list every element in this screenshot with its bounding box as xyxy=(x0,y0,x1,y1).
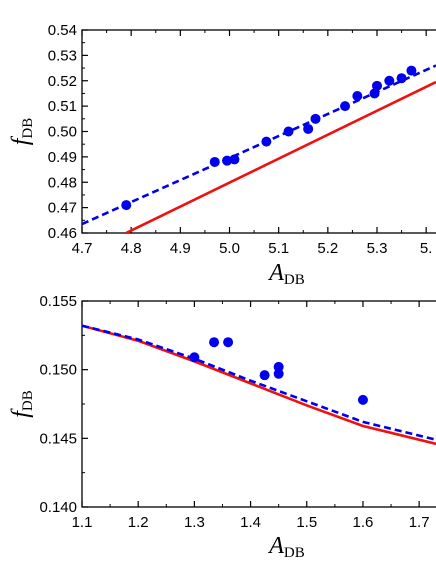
y-tick-label: 0.46 xyxy=(48,225,77,242)
y-tick-label: 0.140 xyxy=(39,499,77,516)
y-tick-label: 0.54 xyxy=(48,22,77,39)
y-tick-label: 0.49 xyxy=(48,149,77,166)
data-point xyxy=(357,394,368,405)
data-point xyxy=(283,126,294,137)
y-tick-label: 0.51 xyxy=(48,98,77,115)
chart-panel-2: 1.1 1.2 1.3 1.4 1.5 1.6 1.7 0.140 0.145 0.150 0.15… xyxy=(8,293,436,561)
solid-fit-line xyxy=(125,80,436,233)
y-tick-label: 0.53 xyxy=(48,47,77,64)
data-point xyxy=(369,88,380,99)
data-point xyxy=(372,80,382,91)
data-point xyxy=(121,200,132,211)
data-point xyxy=(261,136,272,147)
data-point xyxy=(303,123,314,134)
data-point xyxy=(223,337,234,348)
data-point xyxy=(340,101,351,112)
y-tick-label: 0.145 xyxy=(39,430,77,447)
data-point xyxy=(352,90,363,101)
data-point xyxy=(273,361,284,372)
plot-frame xyxy=(81,29,436,234)
data-point xyxy=(189,352,200,363)
x-tick-label: 1.2 xyxy=(128,514,149,531)
x-tick-label: 1.1 xyxy=(72,514,93,531)
data-point xyxy=(310,113,321,124)
dashed-fit-line xyxy=(82,64,436,226)
x-axis-label: ADB xyxy=(267,260,305,288)
plot-frame xyxy=(81,300,436,508)
x-tick-label: 1.3 xyxy=(184,514,205,531)
data-point xyxy=(222,155,233,166)
x-tick-label: 5. xyxy=(420,240,433,257)
y-tick-label: 0.48 xyxy=(48,174,77,191)
x-tick-label: 5.0 xyxy=(219,240,240,257)
y-tick-label: 0.50 xyxy=(48,124,77,141)
y-tick-label: 0.47 xyxy=(48,200,77,217)
y-axis-label: fDB xyxy=(8,390,36,418)
x-tick-label: 4.8 xyxy=(121,240,142,257)
x-tick-label: 1.7 xyxy=(409,514,430,531)
data-point xyxy=(209,156,220,167)
x-tick-label: 1.6 xyxy=(353,514,374,531)
data-point xyxy=(384,75,395,86)
x-tick-label: 5.3 xyxy=(367,240,388,257)
y-tick-label: 0.52 xyxy=(48,73,77,90)
data-point xyxy=(229,154,240,165)
x-tick-label: 4.9 xyxy=(170,240,191,257)
data-point xyxy=(259,370,270,381)
dashed-fit-line xyxy=(82,324,436,441)
data-point xyxy=(406,65,417,76)
data-point xyxy=(396,73,407,84)
y-tick-label: 0.155 xyxy=(39,293,77,310)
data-point xyxy=(273,368,284,379)
x-tick-label: 5.2 xyxy=(317,240,338,257)
x-tick-label: 5.1 xyxy=(268,240,289,257)
data-point xyxy=(209,337,220,348)
solid-fit-line xyxy=(82,324,436,446)
x-tick-label: 1.4 xyxy=(240,514,261,531)
x-tick-label: 1.5 xyxy=(296,514,317,531)
x-tick-label: 4.7 xyxy=(72,240,93,257)
chart-panel-1: 4.7 4.8 4.9 5.0 5.1 5.2 5.3 5. 0.46 0.47 0.48 0.49 0… xyxy=(8,22,436,288)
y-axis-label: fDB xyxy=(8,118,36,146)
x-axis-label: ADB xyxy=(267,533,305,561)
y-tick-label: 0.150 xyxy=(39,362,77,379)
